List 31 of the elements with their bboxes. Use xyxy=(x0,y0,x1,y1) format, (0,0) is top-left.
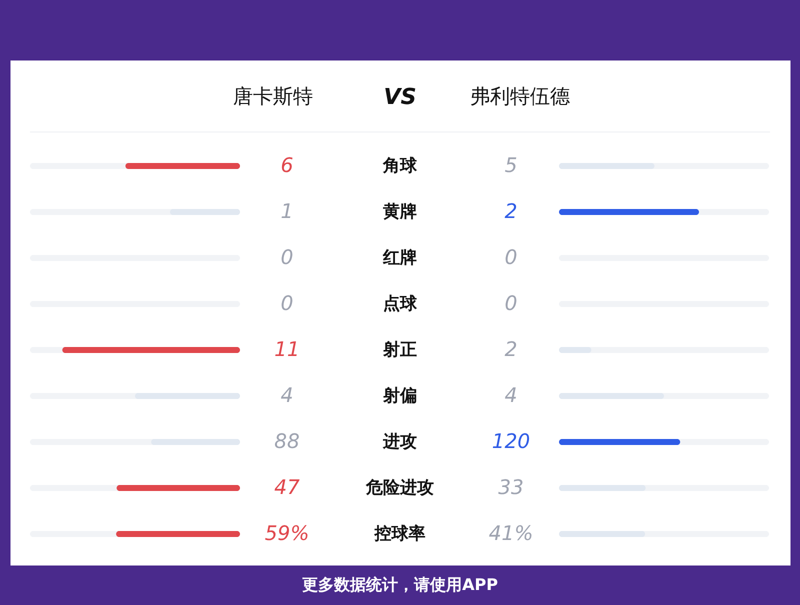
category-label: 控球率 xyxy=(374,524,426,544)
category-label: 红牌 xyxy=(382,248,417,268)
text: 唐卡斯特 xyxy=(233,84,313,108)
category-label: 射偏 xyxy=(382,386,417,406)
data-label: 6 xyxy=(280,153,294,177)
data-label: 59% xyxy=(264,521,310,545)
data-label: 0 xyxy=(504,245,518,269)
text: VS xyxy=(384,85,416,110)
data-label: 41% xyxy=(488,521,534,545)
data-label: 47 xyxy=(274,475,300,499)
data-label: 0 xyxy=(280,291,294,315)
data-label: 0 xyxy=(504,291,518,315)
data-label: 5 xyxy=(504,153,518,177)
category-label: 角球 xyxy=(382,156,418,176)
data-label: 4 xyxy=(504,383,518,407)
data-label: 0 xyxy=(280,245,294,269)
category-label: 进攻 xyxy=(382,432,417,452)
category-label: 射正 xyxy=(382,340,417,360)
data-label: 2 xyxy=(504,199,518,223)
category-label: 危险进攻 xyxy=(365,478,434,498)
category-label: 点球 xyxy=(383,294,418,314)
category-label: 黄牌 xyxy=(382,202,417,222)
data-label: 4 xyxy=(280,383,294,407)
text: 更多数据统计，请使用APP xyxy=(302,575,498,594)
data-label: 2 xyxy=(504,337,518,361)
data-label: 11 xyxy=(274,337,300,361)
text: 弗利特伍德 xyxy=(470,84,570,108)
data-label: 33 xyxy=(498,475,524,499)
data-label: 1 xyxy=(280,199,294,223)
data-label: 120 xyxy=(492,429,530,453)
data-label: 88 xyxy=(274,429,300,453)
